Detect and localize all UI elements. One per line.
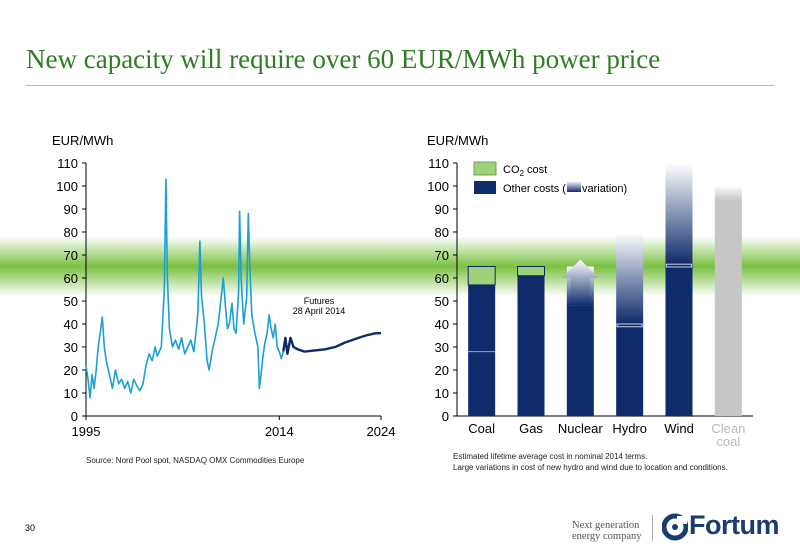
- legend-variation-swatch: [566, 181, 581, 192]
- nuclear-upward-arrow: [561, 259, 599, 306]
- right-y-tick-label: 110: [428, 156, 449, 171]
- bar-co2-cost: [517, 266, 545, 277]
- left-y-tick-label: 60: [64, 271, 78, 286]
- left-y-tick-label: 20: [64, 363, 78, 378]
- left-y-tick-label: 0: [71, 409, 78, 424]
- fortum-logo-icon: [662, 513, 688, 541]
- bar-other-costs: [517, 275, 545, 416]
- x-category-label: Gas: [519, 421, 543, 436]
- left-chart-unit-label: EUR/MWh: [52, 133, 114, 148]
- bar-variation-range: [665, 163, 693, 265]
- left-y-tick-label: 80: [64, 225, 78, 240]
- x-category-label: Hydro: [612, 421, 647, 436]
- right-y-tick-label: 100: [427, 179, 449, 194]
- left-y-tick-label: 70: [64, 248, 78, 263]
- left-y-tick-label: 30: [64, 340, 78, 355]
- title-divider: [26, 85, 774, 86]
- left-x-tick-label: 2014: [265, 424, 294, 439]
- legend-other-label: Other costs (: [503, 183, 566, 195]
- tagline: Next generation energy company: [572, 520, 642, 542]
- x-category-label: coal: [716, 434, 740, 449]
- x-category-label: Nuclear: [558, 421, 603, 436]
- left-x-tick-label: 1995: [72, 424, 101, 439]
- bar-other-costs: [616, 324, 644, 416]
- footnote-line-1: Estimated lifetime average cost in nomin…: [453, 452, 648, 461]
- bar-other-costs: [714, 199, 742, 416]
- right-y-tick-label: 30: [435, 340, 449, 355]
- legend-co2-label: CO2 cost: [503, 164, 547, 178]
- bar-variation-range: [616, 232, 644, 324]
- slide-title: New capacity will require over 60 EUR/MW…: [26, 44, 661, 74]
- left-y-tick-label: 10: [64, 386, 78, 401]
- bar-other-costs: [665, 264, 693, 416]
- x-category-label: Clean: [711, 421, 745, 436]
- right-y-tick-label: 70: [435, 248, 449, 263]
- fortum-logo-text: Fortum: [689, 510, 779, 540]
- right-chart-unit-label: EUR/MWh: [427, 133, 489, 148]
- left-x-tick-label: 2024: [367, 424, 396, 439]
- bar-other-costs: [566, 305, 594, 416]
- logo-divider: [652, 515, 653, 541]
- futures-price-line: [282, 332, 381, 356]
- bar-variation-range: [714, 186, 742, 200]
- legend-co2-swatch: [473, 161, 497, 176]
- left-y-tick-label: 90: [64, 202, 78, 217]
- legend-variation-label: variation): [582, 183, 627, 195]
- source-note: Source: Nord Pool spot, NASDAQ OMX Commo…: [86, 456, 305, 465]
- right-y-tick-label: 60: [435, 271, 449, 286]
- tagline-line-1: Next generation: [572, 520, 640, 531]
- x-category-label: Wind: [664, 421, 694, 436]
- left-y-tick-label: 50: [64, 294, 78, 309]
- right-y-tick-label: 20: [435, 363, 449, 378]
- right-y-tick-label: 40: [435, 317, 449, 332]
- left-y-tick-label: 110: [57, 156, 78, 171]
- bar-range-baseline: [616, 323, 643, 328]
- futures-annotation-line-2: 28 April 2014: [293, 306, 346, 316]
- right-y-tick-label: 50: [435, 294, 449, 309]
- tagline-line-2: energy company: [572, 531, 642, 542]
- footnote-line-2: Large variations in cost of new hydro an…: [453, 463, 728, 472]
- right-y-tick-label: 90: [435, 202, 449, 217]
- right-y-tick-label: 80: [435, 225, 449, 240]
- left-y-tick-label: 40: [64, 317, 78, 332]
- left-y-tick-label: 100: [56, 179, 78, 194]
- page-number: 30: [25, 523, 36, 533]
- spot-price-line: [85, 178, 285, 399]
- bar-co2-cost: [467, 266, 496, 286]
- right-y-tick-label: 10: [435, 386, 449, 401]
- bar-range-baseline: [666, 263, 692, 268]
- bar-other-costs: [468, 284, 496, 416]
- x-category-label: Coal: [468, 421, 495, 436]
- right-y-tick-label: 0: [442, 409, 449, 424]
- futures-annotation-line-1: Futures: [304, 296, 335, 306]
- legend-other-swatch: [474, 181, 496, 194]
